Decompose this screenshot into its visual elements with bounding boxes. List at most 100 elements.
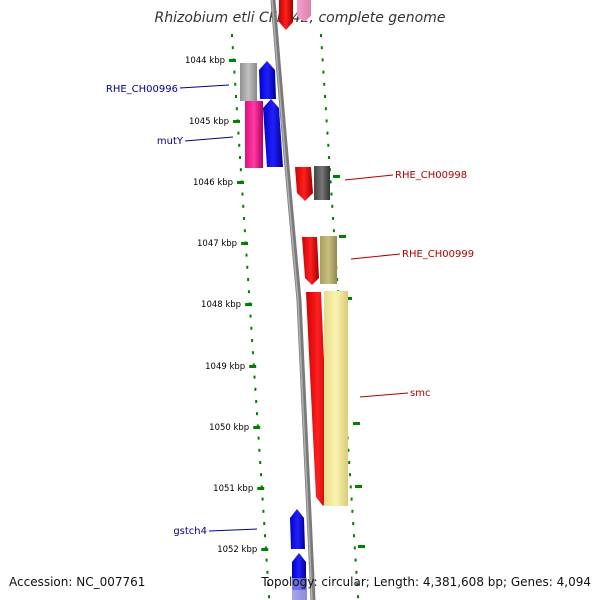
ring-dot [243,217,246,220]
ring-dot [322,70,325,74]
label-leaders [179,84,409,532]
ruler-label: 1051 kbp [213,484,253,494]
ruler-label: 1046 kbp [193,178,233,188]
ruler-label: 1050 kbp [209,423,249,433]
label-smc[interactable]: smc [410,388,430,399]
gene-partial-pink-top[interactable] [297,0,311,22]
ring-dot [235,107,238,111]
gene-blocks [240,0,348,600]
ring-dot [233,70,236,74]
ring-dot [354,558,357,562]
ring-dot [262,509,265,513]
ruler-label: 1044 kbp [185,56,225,66]
ring-dot [353,546,356,550]
ring-dot [348,461,351,464]
gene-rhe-ch00996[interactable] [240,63,257,101]
ruler-label: 1052 kbp [217,545,257,555]
ring-dot [251,339,254,342]
ring-dot [255,412,258,416]
ring-tick [345,297,352,300]
ruler-label: 1045 kbp [189,117,229,127]
ring-dot [255,400,258,403]
ring-tick [353,422,360,425]
ring-dot [259,473,262,477]
ruler-tick [257,487,265,490]
ring-dot [330,192,333,196]
gene-smc[interactable] [324,291,348,506]
ring-dot [265,558,268,562]
gene-labels: RHE_CH00996 mutY RHE_CH00998 RHE_CH00999… [106,84,474,537]
ring-dot [327,143,330,147]
ring-dot [231,46,234,50]
gene-rhe-ch00998[interactable] [314,166,330,200]
ring-dot [350,497,353,501]
accession-text: Accession: NC_007761 [9,575,146,589]
ring-dot [353,534,356,538]
ring-dot [356,583,359,586]
ring-dot [323,82,326,86]
gene-lightblue-bottom[interactable] [292,578,307,600]
gene-gstch4[interactable] [290,509,305,549]
ring-dot [324,95,327,98]
ring-dot [321,58,324,62]
ring-dot [352,522,355,525]
ring-tick [358,545,365,548]
ring-dot [351,509,354,513]
gene-red-2[interactable] [302,237,319,285]
gene-blue-2[interactable] [263,99,283,167]
ring-dot [241,192,244,196]
ring-dot [332,217,335,220]
ring-dot [336,278,339,281]
ruler-tick [233,120,241,123]
label-rhe-ch00999[interactable]: RHE_CH00999 [402,249,474,260]
ring-dot [329,180,332,184]
ruler-tick [241,242,249,245]
ring-dot [328,156,331,159]
ring-dot [245,253,248,257]
ring-dot [266,570,269,574]
gene-partial-red-top[interactable] [279,0,293,30]
ring-dot [250,326,253,330]
ring-tick [333,175,340,178]
label-gstch4[interactable]: gstch4 [173,526,207,537]
ring-dot [251,351,254,355]
label-mutY[interactable]: mutY [157,136,184,147]
ring-dot [235,95,238,98]
ruler-tick [253,426,261,429]
gene-mutY[interactable] [245,101,263,168]
ring-dot [239,168,242,172]
ring-dot [325,119,328,123]
ring-dot [348,473,351,477]
ruler-tick [229,59,236,62]
ring-dot [234,82,237,86]
ring-dot [349,485,352,489]
ruler-label: 1047 kbp [197,239,237,249]
ring-dot [267,583,270,586]
ring-dot [332,229,335,233]
ring-dot [320,46,323,50]
ring-dot [268,595,271,599]
ruler-tick [245,303,253,306]
genome-backbone [270,0,316,600]
ruler-label: 1049 kbp [205,362,245,372]
label-rhe-ch00998[interactable]: RHE_CH00998 [395,170,467,181]
ruler-label: 1048 kbp [201,300,241,310]
ring-dot [231,34,233,37]
ring-dot [243,229,246,233]
ring-dot [260,485,263,489]
ring-dot [320,34,322,37]
gene-blue-1[interactable] [259,61,276,99]
gene-red-1[interactable] [295,167,313,201]
ring-dot [347,448,350,452]
ring-dot [264,546,267,550]
gene-rhe-ch00999[interactable] [320,236,337,284]
ring-dot [247,290,250,294]
label-rhe-ch00996[interactable]: RHE_CH00996 [106,84,178,95]
ring-dot [331,204,334,208]
ring-dot [239,156,242,159]
ring-tick [339,235,346,238]
ruler: 1044 kbp 1045 kbp 1046 kbp 1047 kbp 1048 kbp… [185,56,269,555]
ring-dot [259,461,262,464]
ring-dot [355,570,358,574]
